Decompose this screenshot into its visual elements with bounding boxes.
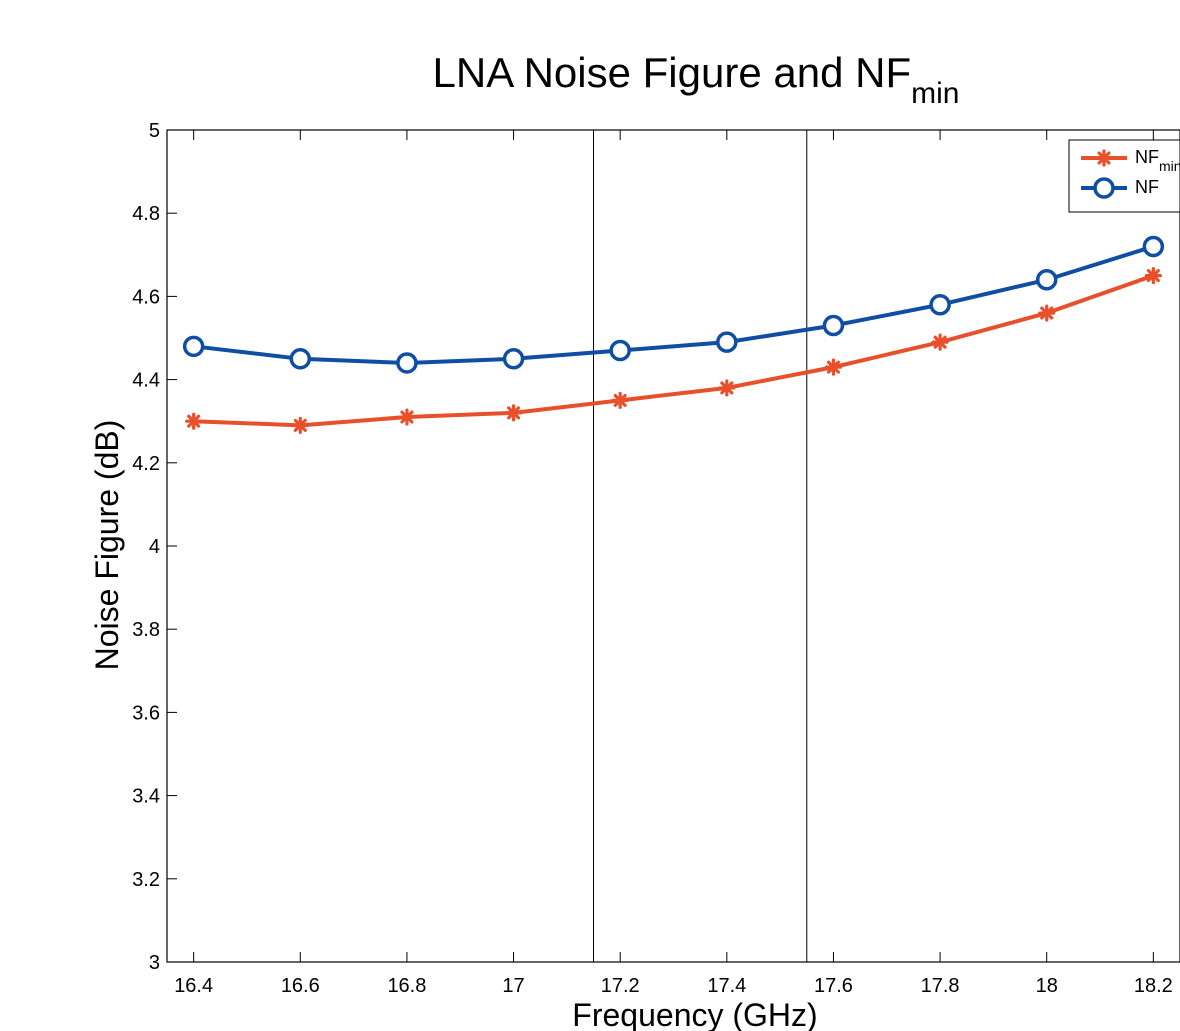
- y-tick-label: 3.4: [132, 786, 160, 808]
- series-line-1: [193, 273, 1155, 428]
- y-axis-label: Noise Figure (dB): [89, 420, 125, 671]
- data-point: [396, 352, 418, 374]
- plot-area: 16.4 16.6 16.8 17 17.2 17.4 17.6 17.8 18 18.2 3 3.2…: [132, 120, 1180, 997]
- legend-marker: [1093, 177, 1115, 199]
- x-axis-label: Frequency (GHz): [572, 997, 817, 1031]
- data-point: [504, 404, 523, 422]
- y-tick-label: 4.4: [132, 370, 160, 392]
- series-line-2: [193, 244, 1154, 365]
- data-point: [716, 331, 738, 353]
- data-point: [929, 293, 951, 316]
- y-tick-label: 3.6: [132, 702, 160, 724]
- chart-title: LNA Noise Figure and NFmin: [433, 49, 960, 110]
- y-tick-label: 3.8: [132, 619, 160, 641]
- data-point: [185, 412, 203, 430]
- x-tick-label: 18.2: [1134, 975, 1173, 997]
- data-point: [718, 379, 736, 397]
- data-point: [1144, 267, 1162, 285]
- legend-box: [1068, 139, 1180, 213]
- x-tick-label: 17.8: [921, 975, 960, 997]
- x-tick-label: 17.6: [814, 975, 853, 997]
- x-tick-label: 16.6: [281, 975, 320, 997]
- legend-marker: [1095, 149, 1113, 167]
- data-point: [291, 416, 309, 434]
- x-tick-label: 17: [502, 975, 524, 997]
- y-tick-label: 4.6: [132, 286, 160, 308]
- data-point: [398, 408, 416, 426]
- data-point: [609, 339, 631, 362]
- chart-title-subscript: min: [911, 77, 959, 110]
- data-point: [824, 358, 843, 376]
- data-point: [289, 348, 312, 370]
- x-tick-label: 16.4: [174, 975, 213, 997]
- chart-title-main: LNA Noise Figure and NF: [433, 49, 912, 96]
- x-tick-label: 18: [1036, 975, 1058, 997]
- data-point: [1142, 235, 1165, 258]
- y-tick-label: 3.2: [132, 869, 160, 891]
- data-point: [611, 391, 629, 409]
- y-tick-label: 4: [149, 536, 160, 558]
- x-tick-label: 17.2: [601, 975, 640, 997]
- legend-label: NF: [1135, 177, 1159, 197]
- legend: NFmin NF: [1068, 139, 1180, 213]
- data-point: [182, 335, 205, 358]
- y-tick-label: 5: [149, 120, 160, 142]
- data-point: [1035, 269, 1058, 291]
- y-tick-label: 4.2: [132, 453, 160, 475]
- y-tick-label: 3: [149, 952, 160, 974]
- y-tick-label: 4.8: [132, 203, 160, 225]
- legend-label: NFmin: [1135, 147, 1180, 174]
- x-tick-label: 16.8: [387, 975, 426, 997]
- data-point: [931, 333, 949, 351]
- x-tick-label: 17.4: [707, 975, 746, 997]
- data-point: [1038, 304, 1056, 322]
- data-point: [822, 314, 845, 337]
- data-point: [502, 348, 525, 370]
